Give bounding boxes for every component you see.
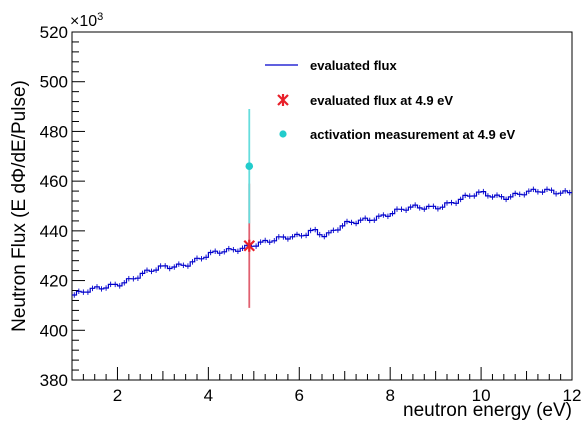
y-multiplier-exponent: 3 xyxy=(97,11,103,23)
x-tick-label: 10 xyxy=(472,386,491,405)
x-tick-label: 8 xyxy=(385,386,394,405)
activation-marker xyxy=(245,162,254,171)
series-evaluated-flux xyxy=(72,186,572,298)
y-tick-label: 500 xyxy=(40,73,68,92)
legend-activation-label: activation measurement at 4.9 eV xyxy=(310,127,516,142)
flux-line xyxy=(72,188,572,296)
y-axis-title: Neutron Flux (E dΦ/dE/Pulse) xyxy=(9,80,30,332)
x-tick-label: 12 xyxy=(563,386,582,405)
series-activation-measurement xyxy=(245,109,254,224)
y-tick-label: 460 xyxy=(40,172,68,191)
x-axis-title: neutron energy (eV) xyxy=(403,400,572,421)
y-axis-ticks: 380 400 420 440 460 480 500 520 xyxy=(40,23,85,390)
legend-flux-label: evaluated flux xyxy=(310,58,397,73)
y-multiplier-label: ×103 xyxy=(70,11,103,30)
legend-activation-swatch xyxy=(279,130,287,138)
y-tick-label: 380 xyxy=(40,371,68,390)
y-tick-label: 480 xyxy=(40,122,68,141)
x-tick-label: 4 xyxy=(204,386,213,405)
legend: evaluated flux evaluated flux at 4.9 eV … xyxy=(265,58,516,142)
y-tick-label: 420 xyxy=(40,272,68,291)
legend-point-label: evaluated flux at 4.9 eV xyxy=(310,93,453,108)
y-tick-label: 440 xyxy=(40,222,68,241)
legend-point-swatch xyxy=(277,94,289,106)
plot-frame xyxy=(71,31,573,381)
y-tick-label: 520 xyxy=(40,23,68,42)
x-tick-label: 2 xyxy=(113,386,122,405)
x-axis-ticks: 2 4 6 8 10 12 xyxy=(71,367,582,405)
y-tick-label: 400 xyxy=(40,321,68,340)
x-tick-label: 6 xyxy=(295,386,304,405)
